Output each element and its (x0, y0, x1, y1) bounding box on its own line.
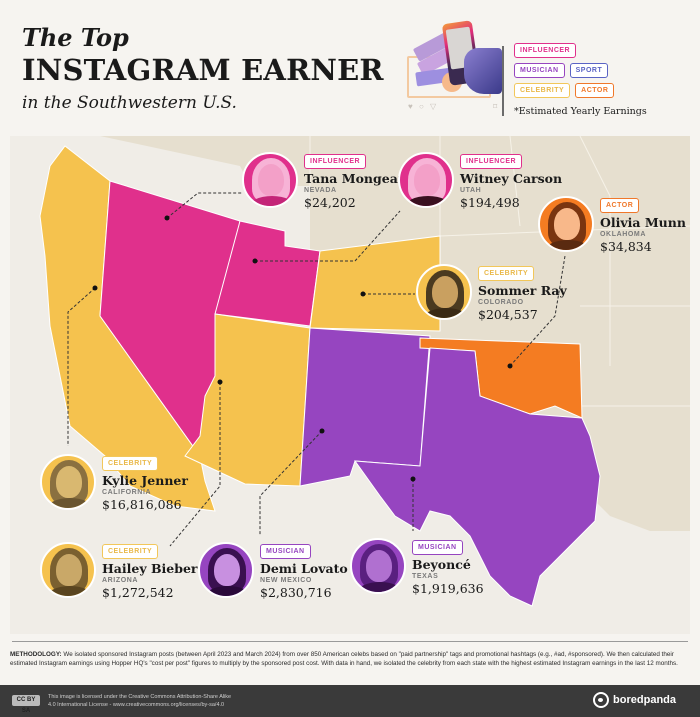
earner-callout-colorado: CELEBRITY Sommer Ray COLORADO $204,537 (416, 262, 567, 322)
legend-actor: ACTOR (575, 83, 615, 98)
earner-amount: $16,816,086 (102, 497, 182, 512)
earner-state: TEXAS (412, 573, 439, 580)
earner-name: Demi Lovato (260, 561, 348, 576)
earner-callout-arizona: CELEBRITY Hailey Bieber ARIZONA $1,272,5… (40, 540, 198, 600)
footer: CC BY SA This image is licensed under th… (0, 685, 700, 717)
avatar (350, 538, 406, 594)
avatar (538, 196, 594, 252)
legend-musician: MUSICIAN (514, 63, 565, 78)
category-badge: INFLUENCER (304, 154, 367, 169)
avatar (40, 542, 96, 598)
earner-callout-oklahoma: ACTOR Olivia Munn OKLAHOMA $34,834 (538, 194, 686, 254)
earner-state: UTAH (460, 187, 482, 194)
category-badge: MUSICIAN (412, 540, 463, 555)
methodology-text: We isolated sponsored Instagram posts (b… (10, 651, 678, 667)
southwest-map (39, 136, 690, 607)
divider (502, 46, 504, 116)
leader-lines (67, 192, 566, 547)
avatar (198, 542, 254, 598)
earner-name: Tana Mongeau (304, 171, 407, 186)
avatar (40, 454, 96, 510)
title-subtitle: in the Southwestern U.S. (22, 93, 237, 113)
earner-state: CALIFORNIA (102, 489, 152, 496)
earner-state: NEW MEXICO (260, 577, 312, 584)
creative-commons-icon: CC BY SA (12, 695, 40, 714)
panda-icon (593, 692, 610, 708)
avatar (242, 152, 298, 208)
title-block: The Top INSTAGRAM EARNER in the Southwes… (22, 24, 384, 116)
earner-callout-nevada: INFLUENCER Tana Mongeau NEVADA $24,202 (242, 150, 407, 210)
methodology-label: METHODOLOGY: (10, 651, 62, 658)
legend-celebrity: CELEBRITY (514, 83, 571, 98)
state-texas (353, 347, 601, 607)
license-text: This image is licensed under the Creativ… (48, 694, 232, 708)
earner-name: Olivia Munn (600, 215, 686, 230)
earner-state: ARIZONA (102, 577, 139, 584)
instagram-action-icons: ♥ ○ ▽ ⌑ (408, 102, 500, 111)
legend: INFLUENCER MUSICIAN SPORT CELEBRITY ACTO… (514, 43, 694, 117)
earner-amount: $24,202 (304, 195, 356, 210)
brand-name: boredpanda (613, 694, 676, 706)
earner-state: COLORADO (478, 299, 524, 306)
earner-amount: $1,272,542 (102, 585, 174, 600)
category-badge: CELEBRITY (478, 266, 535, 281)
legend-sport: SPORT (569, 63, 609, 78)
earner-name: Witney Carson (460, 171, 563, 186)
category-badge: CELEBRITY (102, 544, 159, 559)
legend-note: *Estimated Yearly Earnings (514, 106, 647, 117)
earner-amount: $1,919,636 (412, 581, 484, 596)
earner-amount: $204,537 (478, 307, 538, 322)
earner-name: Hailey Bieber (102, 561, 198, 576)
divider (12, 641, 688, 642)
page-title: INSTAGRAM EARNER (22, 53, 384, 87)
category-badge: ACTOR (600, 198, 640, 213)
earner-callout-new-mexico: MUSICIAN Demi Lovato NEW MEXICO $2,830,7… (198, 540, 348, 600)
earner-name: Kylie Jenner (102, 473, 188, 488)
map-panel: INFLUENCER Tana Mongeau NEVADA $24,202 I… (10, 136, 690, 634)
hand-icon (464, 48, 502, 94)
earner-state: OKLAHOMA (600, 231, 647, 238)
earner-amount: $34,834 (600, 239, 652, 254)
earner-amount: $2,830,716 (260, 585, 332, 600)
earner-amount: $194,498 (460, 195, 520, 210)
legend-influencer: INFLUENCER (514, 43, 577, 58)
earner-state: NEVADA (304, 187, 337, 194)
category-badge: MUSICIAN (260, 544, 311, 559)
brand-logo: boredpanda (593, 692, 676, 708)
avatar (398, 152, 454, 208)
earner-name: Beyoncé (412, 557, 471, 572)
title-line-1: The Top (22, 23, 129, 52)
earner-callout-texas: MUSICIAN Beyoncé TEXAS $1,919,636 (350, 536, 484, 596)
category-badge: INFLUENCER (460, 154, 523, 169)
earner-callout-utah: INFLUENCER Witney Carson UTAH $194,498 (398, 150, 562, 210)
state-colorado (309, 235, 441, 332)
earner-callout-california: CELEBRITY Kylie Jenner CALIFORNIA $16,81… (40, 452, 188, 512)
earner-name: Sommer Ray (478, 283, 567, 298)
methodology: METHODOLOGY: We isolated sponsored Insta… (10, 650, 690, 668)
avatar (416, 264, 472, 320)
state-markers (92, 215, 513, 482)
hero-illustration: ♥ ○ ▽ ⌑ (404, 18, 504, 116)
category-badge: CELEBRITY (102, 456, 159, 471)
